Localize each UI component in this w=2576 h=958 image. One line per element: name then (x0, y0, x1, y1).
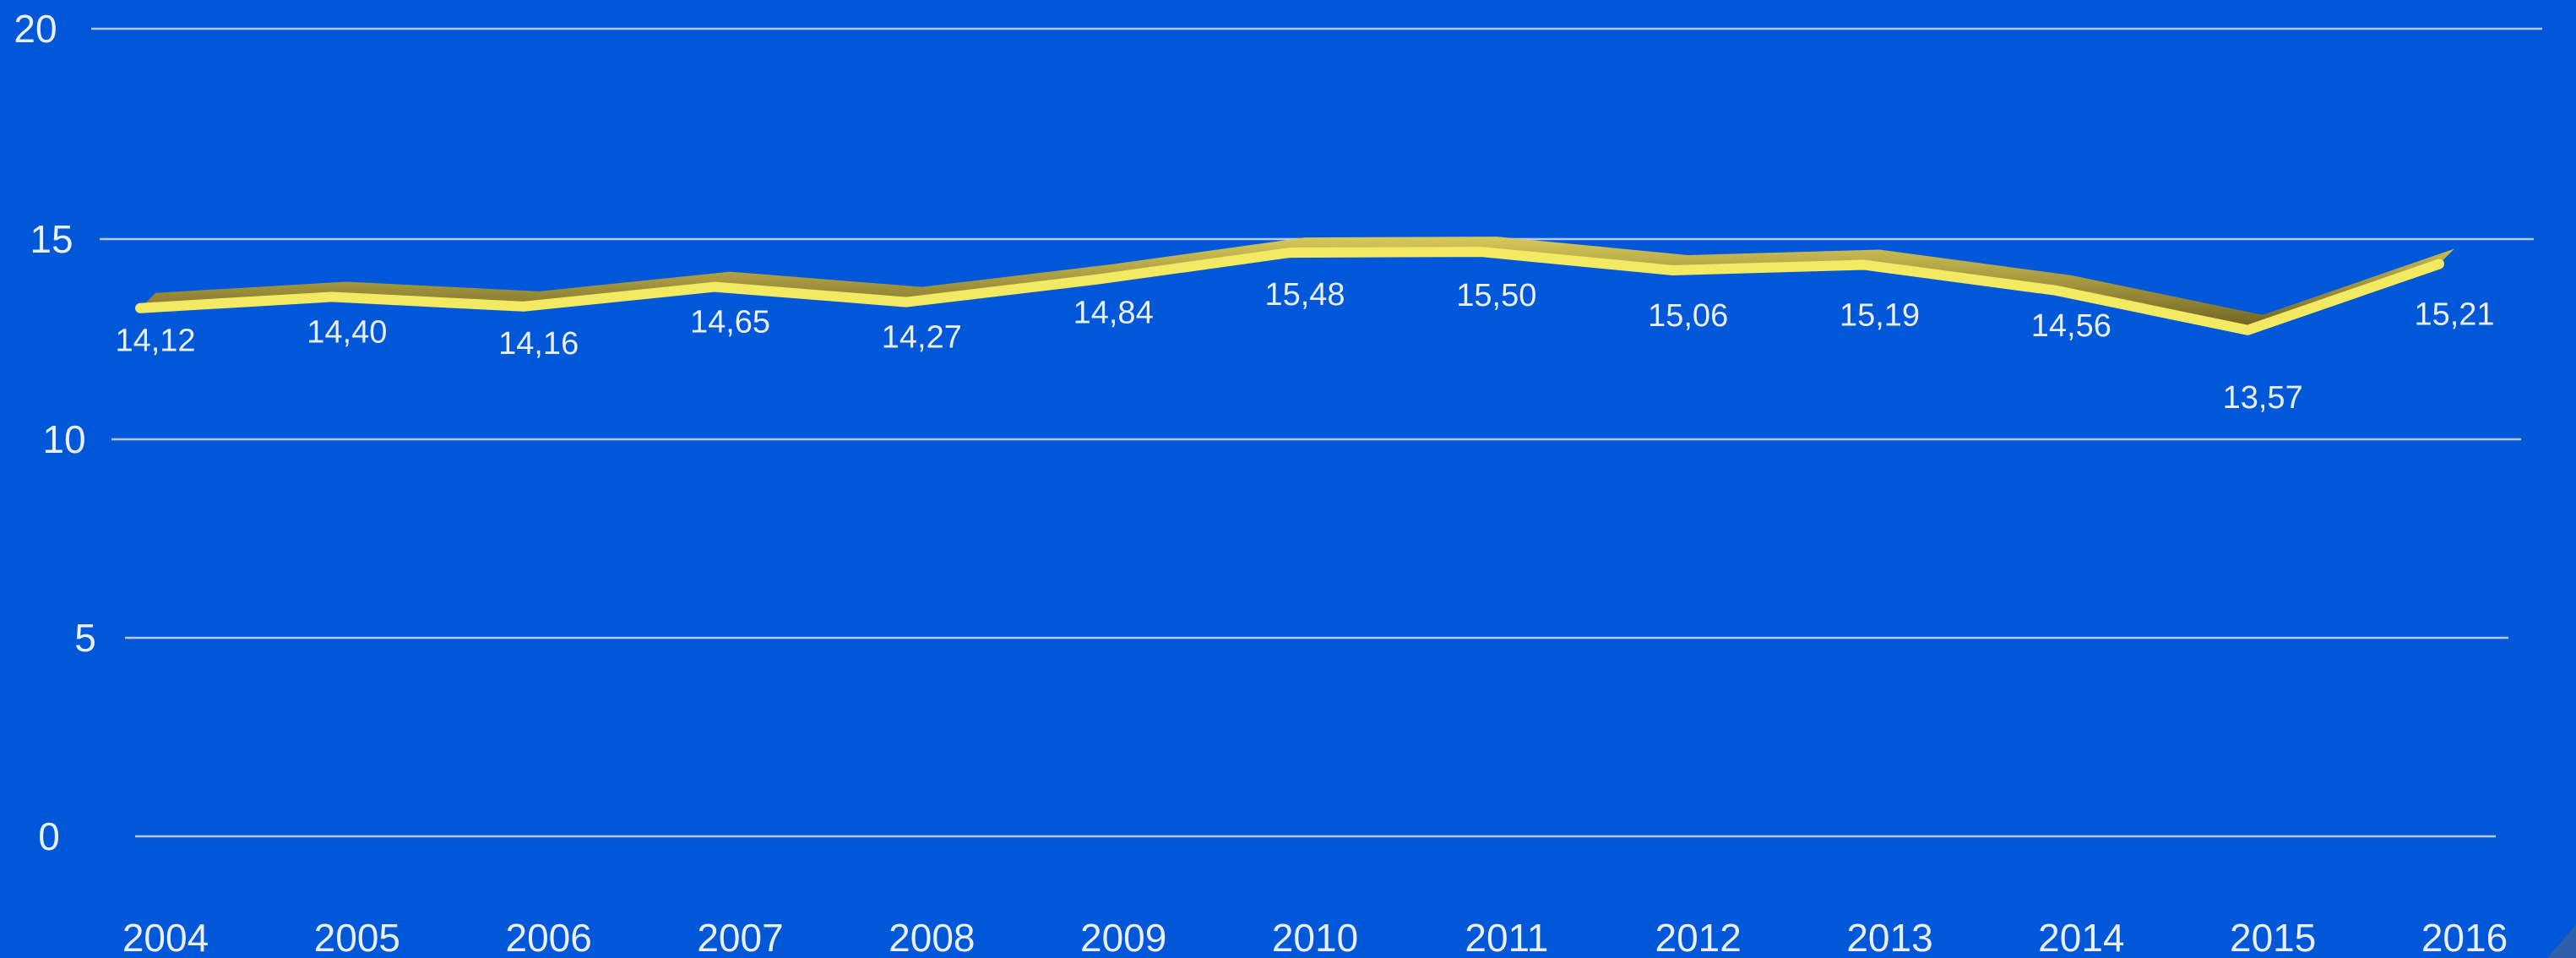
x-tick-label-2010: 2010 (1272, 916, 1358, 958)
x-tick-label-2008: 2008 (889, 916, 975, 958)
x-tick-label-2007: 2007 (697, 916, 783, 958)
series-ribbon (140, 237, 2454, 330)
x-tick-label-2012: 2012 (1655, 916, 1741, 958)
data-label-2005: 14,40 (307, 314, 387, 350)
data-point-2004 (136, 303, 144, 313)
corner-fold-decoration (2547, 925, 2576, 958)
data-point-2016 (2435, 259, 2443, 269)
y-tick-label-0: 0 (38, 814, 60, 858)
data-label-2014: 14,56 (2031, 308, 2111, 344)
x-tick-label-2011: 2011 (1465, 916, 1548, 958)
data-point-2007 (710, 282, 720, 291)
data-point-2006 (519, 302, 528, 311)
x-tick-label-2004: 2004 (122, 916, 209, 958)
x-tick-label-2009: 2009 (1080, 916, 1166, 958)
data-label-2015: 13,57 (2223, 380, 2303, 416)
gridlines (91, 27, 2542, 838)
data-label-2009: 14,84 (1073, 296, 1154, 331)
data-label-2006: 14,16 (498, 326, 579, 362)
data-point-2008 (902, 297, 911, 307)
y-tick-label-20: 20 (14, 7, 57, 51)
data-point-2015 (2243, 325, 2253, 335)
data-label-2010: 15,48 (1264, 277, 1345, 313)
data-label-2004: 14,12 (115, 324, 195, 359)
data-label-2013: 15,19 (1840, 298, 1920, 334)
data-point-2009 (1094, 275, 1103, 284)
data-point-2005 (327, 292, 336, 302)
y-tick-label-15: 15 (30, 217, 73, 261)
y-tick-label-10: 10 (42, 417, 85, 461)
x-tick-label-2016: 2016 (2421, 916, 2508, 958)
x-tick-label-2006: 2006 (505, 916, 591, 958)
data-point-2014 (2052, 286, 2061, 295)
y-axis-ticks: 0 5 10 15 20 (14, 7, 95, 858)
x-tick-label-2013: 2013 (1846, 916, 1932, 958)
x-tick-label-2005: 2005 (314, 916, 400, 958)
data-point-2012 (1668, 266, 1677, 275)
data-label-2016: 15,21 (2414, 297, 2494, 333)
x-tick-label-2015: 2015 (2230, 916, 2316, 958)
data-label-2008: 14,27 (882, 320, 962, 356)
data-point-2013 (1860, 260, 1869, 269)
data-label-2012: 15,06 (1648, 298, 1728, 334)
data-point-2010 (1285, 248, 1294, 258)
data-label-2007: 14,65 (690, 305, 770, 340)
series-layer (135, 237, 2454, 335)
y-tick-label-5: 5 (74, 616, 96, 660)
x-tick-label-2014: 2014 (2038, 916, 2124, 958)
data-point-2011 (1476, 248, 1486, 257)
data-labels: 14,12 14,40 14,16 14,65 14,27 14,84 15,48 15,50… (115, 277, 2494, 416)
data-label-2011: 15,50 (1456, 278, 1536, 313)
x-axis-ticks: 2004 2005 2006 2007 2008 2009 2010 2011 2012 2013… (122, 916, 2508, 958)
